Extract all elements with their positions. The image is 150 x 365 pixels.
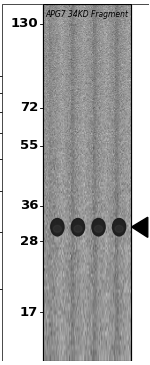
Ellipse shape [112, 219, 126, 236]
Text: APG7 34KD Fragment: APG7 34KD Fragment [45, 11, 128, 19]
Text: 72: 72 [20, 101, 38, 114]
Ellipse shape [94, 225, 103, 232]
Bar [43, 4, 131, 361]
Text: 28: 28 [20, 235, 38, 248]
Text: 36: 36 [20, 199, 38, 212]
Ellipse shape [53, 225, 61, 232]
Text: 55: 55 [20, 139, 38, 152]
Text: 130: 130 [11, 18, 38, 30]
Ellipse shape [92, 219, 105, 236]
Ellipse shape [115, 225, 123, 232]
Bar [43, 4, 131, 361]
Ellipse shape [74, 225, 82, 232]
Text: 17: 17 [20, 306, 38, 319]
Ellipse shape [51, 219, 64, 236]
Ellipse shape [71, 219, 85, 236]
Polygon shape [132, 217, 148, 237]
